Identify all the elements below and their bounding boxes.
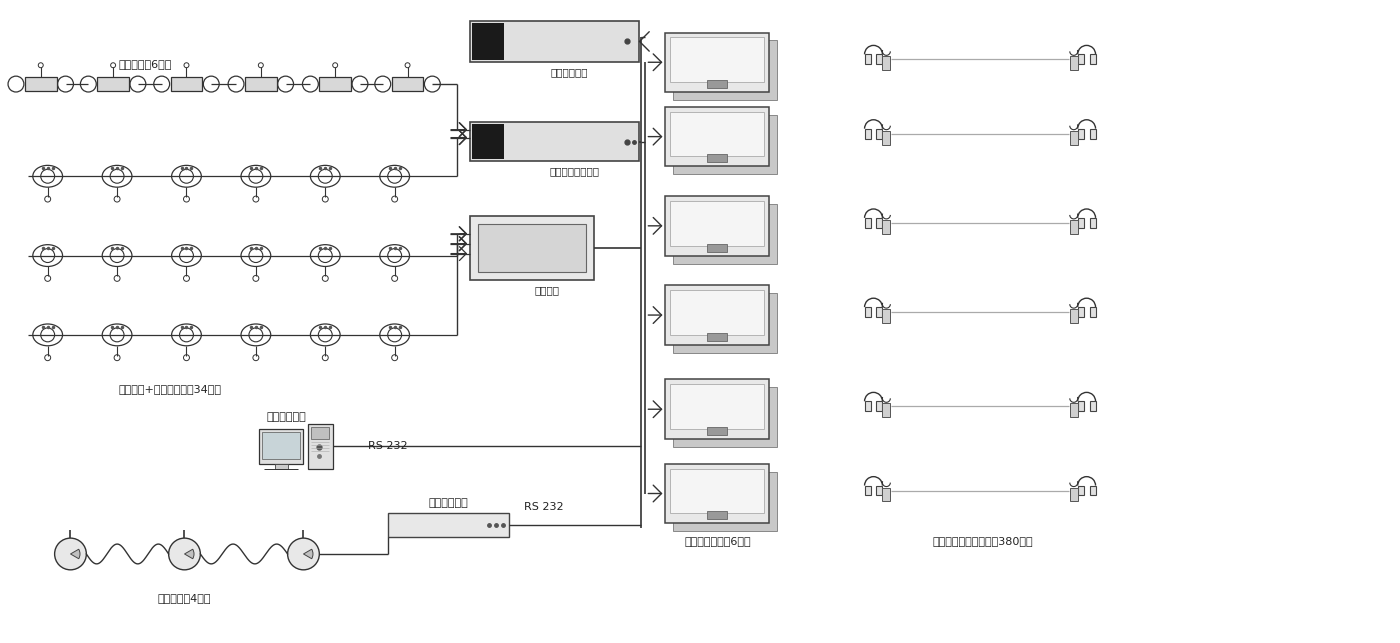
Bar — [308, 424, 333, 469]
Bar — [171, 77, 203, 91]
Text: 代表单元+主席单元（全34只）: 代表单元+主席单元（全34只） — [118, 385, 221, 394]
Bar — [388, 513, 508, 537]
Bar — [876, 485, 882, 496]
Bar — [865, 129, 871, 139]
Bar — [865, 307, 871, 317]
Bar — [671, 385, 764, 429]
Bar — [671, 469, 764, 513]
Text: RS 232: RS 232 — [368, 441, 407, 451]
Bar — [1089, 218, 1096, 228]
Text: 红外发射主机: 红外发射主机 — [550, 67, 588, 77]
Bar — [472, 23, 504, 60]
Bar — [865, 401, 871, 412]
Bar — [673, 293, 777, 353]
Bar — [470, 216, 594, 280]
Text: 红外接收机含耳机（八380套）: 红外接收机含耳机（八380套） — [932, 536, 1033, 546]
Text: 译员台（八6只）: 译员台（八6只） — [118, 59, 172, 69]
Text: 红外辐射板（八6台）: 红外辐射板（八6台） — [685, 536, 750, 546]
Bar — [882, 403, 890, 417]
Bar — [311, 427, 329, 439]
Ellipse shape — [547, 127, 622, 156]
Bar — [876, 129, 882, 139]
Bar — [1089, 307, 1096, 317]
Bar — [876, 401, 882, 412]
Text: RS 232: RS 232 — [524, 502, 563, 512]
Bar — [1089, 129, 1096, 139]
Bar — [673, 388, 777, 447]
Bar — [671, 112, 764, 156]
Bar — [882, 309, 890, 323]
Bar — [665, 196, 770, 255]
Bar — [673, 41, 777, 100]
Bar — [1070, 403, 1078, 417]
Bar — [1070, 57, 1078, 70]
Bar — [707, 154, 727, 163]
Bar — [707, 511, 727, 520]
Bar — [876, 218, 882, 228]
Bar — [665, 379, 770, 439]
Bar — [665, 285, 770, 345]
Bar — [707, 244, 727, 251]
Bar — [470, 122, 638, 161]
Circle shape — [287, 538, 319, 570]
Bar — [673, 115, 777, 174]
Text: 摄像机（八4只）: 摄像机（八4只） — [158, 593, 211, 602]
Bar — [259, 429, 304, 464]
Bar — [392, 77, 423, 91]
Bar — [707, 80, 727, 88]
Bar — [673, 472, 777, 531]
Bar — [707, 333, 727, 341]
Ellipse shape — [547, 26, 622, 57]
Bar — [472, 123, 504, 159]
Bar — [671, 290, 764, 335]
Bar — [865, 54, 871, 64]
Bar — [882, 487, 890, 502]
Bar — [671, 37, 764, 82]
Bar — [665, 33, 770, 92]
Text: 表决管理电脑: 表决管理电脑 — [267, 412, 307, 422]
Bar — [1078, 54, 1084, 64]
Bar — [1078, 485, 1084, 496]
Bar — [1089, 54, 1096, 64]
Bar — [876, 307, 882, 317]
Bar — [673, 204, 777, 264]
Bar — [1070, 131, 1078, 145]
Bar — [1089, 485, 1096, 496]
Text: 集中控制主机: 集中控制主机 — [428, 498, 468, 509]
Bar — [882, 57, 890, 70]
Bar — [470, 21, 638, 62]
Bar — [245, 77, 277, 91]
Bar — [319, 77, 351, 91]
Bar — [665, 464, 770, 523]
Bar — [707, 427, 727, 435]
Bar — [25, 77, 56, 91]
Wedge shape — [70, 549, 80, 559]
Wedge shape — [185, 549, 195, 559]
Text: 增容电容: 增容电容 — [535, 285, 560, 295]
Bar — [865, 485, 871, 496]
Bar — [477, 224, 587, 273]
Bar — [1070, 220, 1078, 234]
Bar — [882, 220, 890, 234]
Bar — [1089, 401, 1096, 412]
Bar — [671, 201, 764, 246]
Bar — [882, 131, 890, 145]
Wedge shape — [304, 549, 314, 559]
Bar — [1078, 307, 1084, 317]
Bar — [1070, 309, 1078, 323]
Text: 数字会议系统主机: 数字会议系统主机 — [549, 167, 599, 176]
Bar — [1078, 401, 1084, 412]
Bar — [665, 107, 770, 167]
Circle shape — [55, 538, 87, 570]
Bar — [262, 432, 301, 459]
Circle shape — [168, 538, 200, 570]
Bar — [876, 54, 882, 64]
Bar — [1070, 487, 1078, 502]
Bar — [274, 464, 287, 469]
Bar — [1078, 218, 1084, 228]
Bar — [865, 218, 871, 228]
Bar — [1078, 129, 1084, 139]
Bar — [97, 77, 129, 91]
